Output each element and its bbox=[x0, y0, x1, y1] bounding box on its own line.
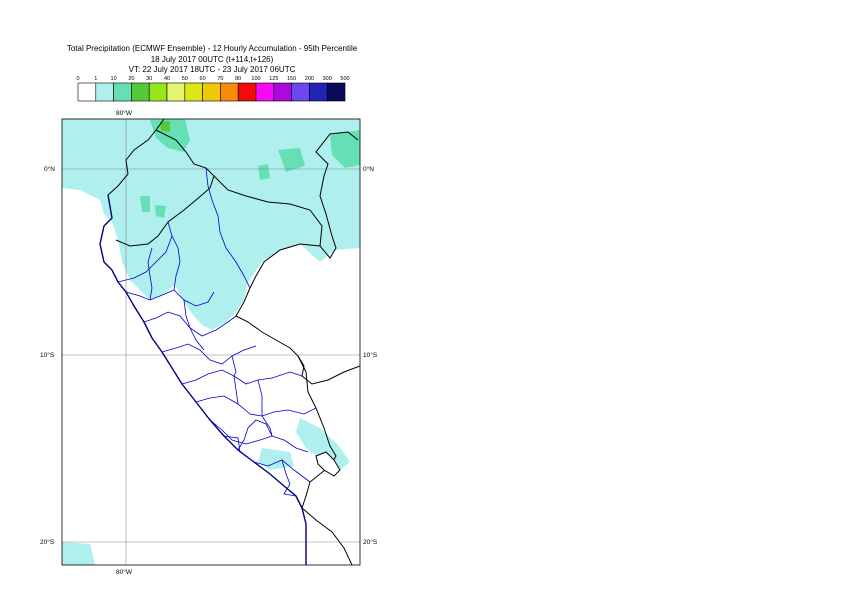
chart-subtitle-run: 18 July 2017 00UTC (t+114,t+126) bbox=[150, 55, 274, 64]
legend-color-swatch bbox=[326, 82, 346, 102]
lake-titicaca bbox=[315, 451, 341, 477]
legend-tick-label: 10 bbox=[111, 76, 117, 82]
precip-area-light-patch bbox=[62, 542, 95, 565]
legend-tick-label: 150 bbox=[287, 76, 296, 82]
precip-area-mid bbox=[258, 164, 270, 180]
chart-subtitle-valid: VT: 22 July 2017 18UTC - 23 July 2017 06… bbox=[128, 65, 296, 74]
precip-area-mid bbox=[155, 205, 166, 218]
legend-tick-label: 50 bbox=[182, 76, 188, 82]
precip-area-light bbox=[62, 119, 360, 330]
precip-area-mid bbox=[330, 130, 360, 168]
legend-tick-label: 200 bbox=[305, 76, 314, 82]
legend-tick-label: 100 bbox=[251, 76, 260, 82]
lat-label-right-10s: 10°S bbox=[363, 351, 378, 359]
precip-area-light-patch bbox=[296, 418, 350, 470]
coastline bbox=[99, 194, 307, 565]
precip-area-mid bbox=[140, 196, 150, 212]
lat-lon-grid bbox=[62, 119, 360, 565]
brazil-peru-border bbox=[235, 243, 360, 385]
legend-tick-label: 20 bbox=[128, 76, 134, 82]
lat-label-left-20s: 20°S bbox=[40, 538, 55, 546]
lat-label-right-0: 0°N bbox=[363, 165, 374, 173]
precip-area-light-patch bbox=[258, 448, 294, 470]
legend-tick-label: 60 bbox=[200, 76, 206, 82]
lon-label-bottom: 80°W bbox=[116, 568, 133, 576]
chart-title: Total Precipitation (ECMWF Ensemble) - 1… bbox=[66, 44, 358, 53]
legend-tick-label: 0 bbox=[76, 76, 79, 82]
ecuador-border bbox=[107, 119, 215, 247]
precip-area-mid bbox=[150, 119, 190, 152]
legend-tick-label: 80 bbox=[235, 76, 241, 82]
lat-label-left-0: 0°N bbox=[44, 165, 55, 173]
lon-label-top: 80°W bbox=[116, 109, 133, 117]
legend-tick-label: 30 bbox=[146, 76, 152, 82]
precip-area-high bbox=[160, 121, 170, 132]
legend-tick-label: 500 bbox=[340, 76, 349, 82]
admin-boundaries bbox=[117, 167, 317, 497]
legend-tick-label: 125 bbox=[269, 76, 278, 82]
legend-tick-label: 1 bbox=[94, 76, 97, 82]
legend-tick-label: 40 bbox=[164, 76, 170, 82]
legend-tick-label: 300 bbox=[323, 76, 332, 82]
map-frame bbox=[61, 118, 361, 566]
precip-area-mid bbox=[278, 148, 305, 172]
lat-label-left-10s: 10°S bbox=[40, 351, 55, 359]
colombia-brazil-border bbox=[213, 131, 359, 259]
lat-label-right-20s: 20°S bbox=[363, 538, 378, 546]
legend-tick-label: 70 bbox=[217, 76, 223, 82]
